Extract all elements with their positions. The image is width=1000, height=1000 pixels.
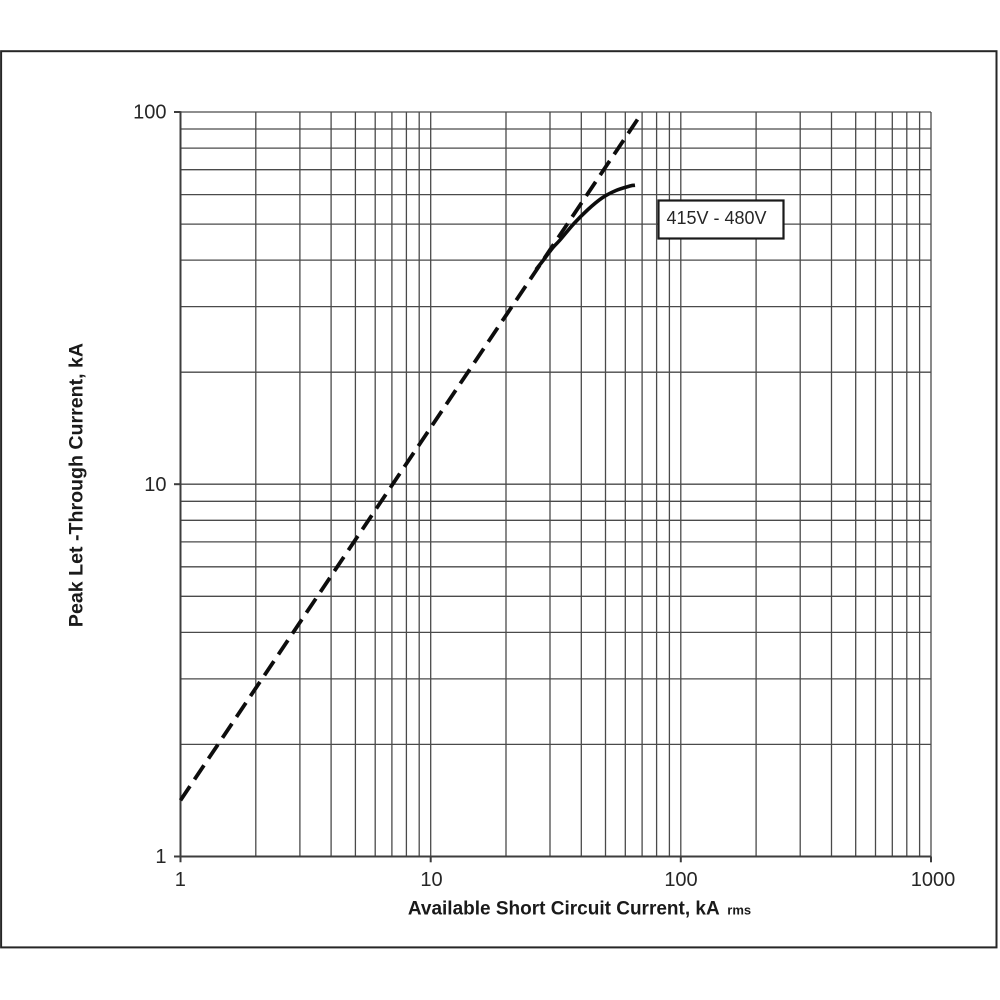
svg-text:1: 1 (175, 869, 186, 891)
svg-text:1: 1 (155, 846, 166, 868)
svg-text:1000: 1000 (911, 869, 956, 891)
svg-text:Available Short Circuit Curren: Available Short Circuit Current, kA rms (408, 899, 751, 920)
svg-text:100: 100 (133, 102, 166, 124)
svg-text:Peak Let -Through Current, kA: Peak Let -Through Current, kA (66, 343, 88, 627)
svg-text:10: 10 (420, 869, 442, 891)
svg-text:10: 10 (144, 474, 166, 496)
svg-text:415V - 480V: 415V - 480V (666, 208, 766, 228)
svg-text:100: 100 (664, 869, 697, 891)
